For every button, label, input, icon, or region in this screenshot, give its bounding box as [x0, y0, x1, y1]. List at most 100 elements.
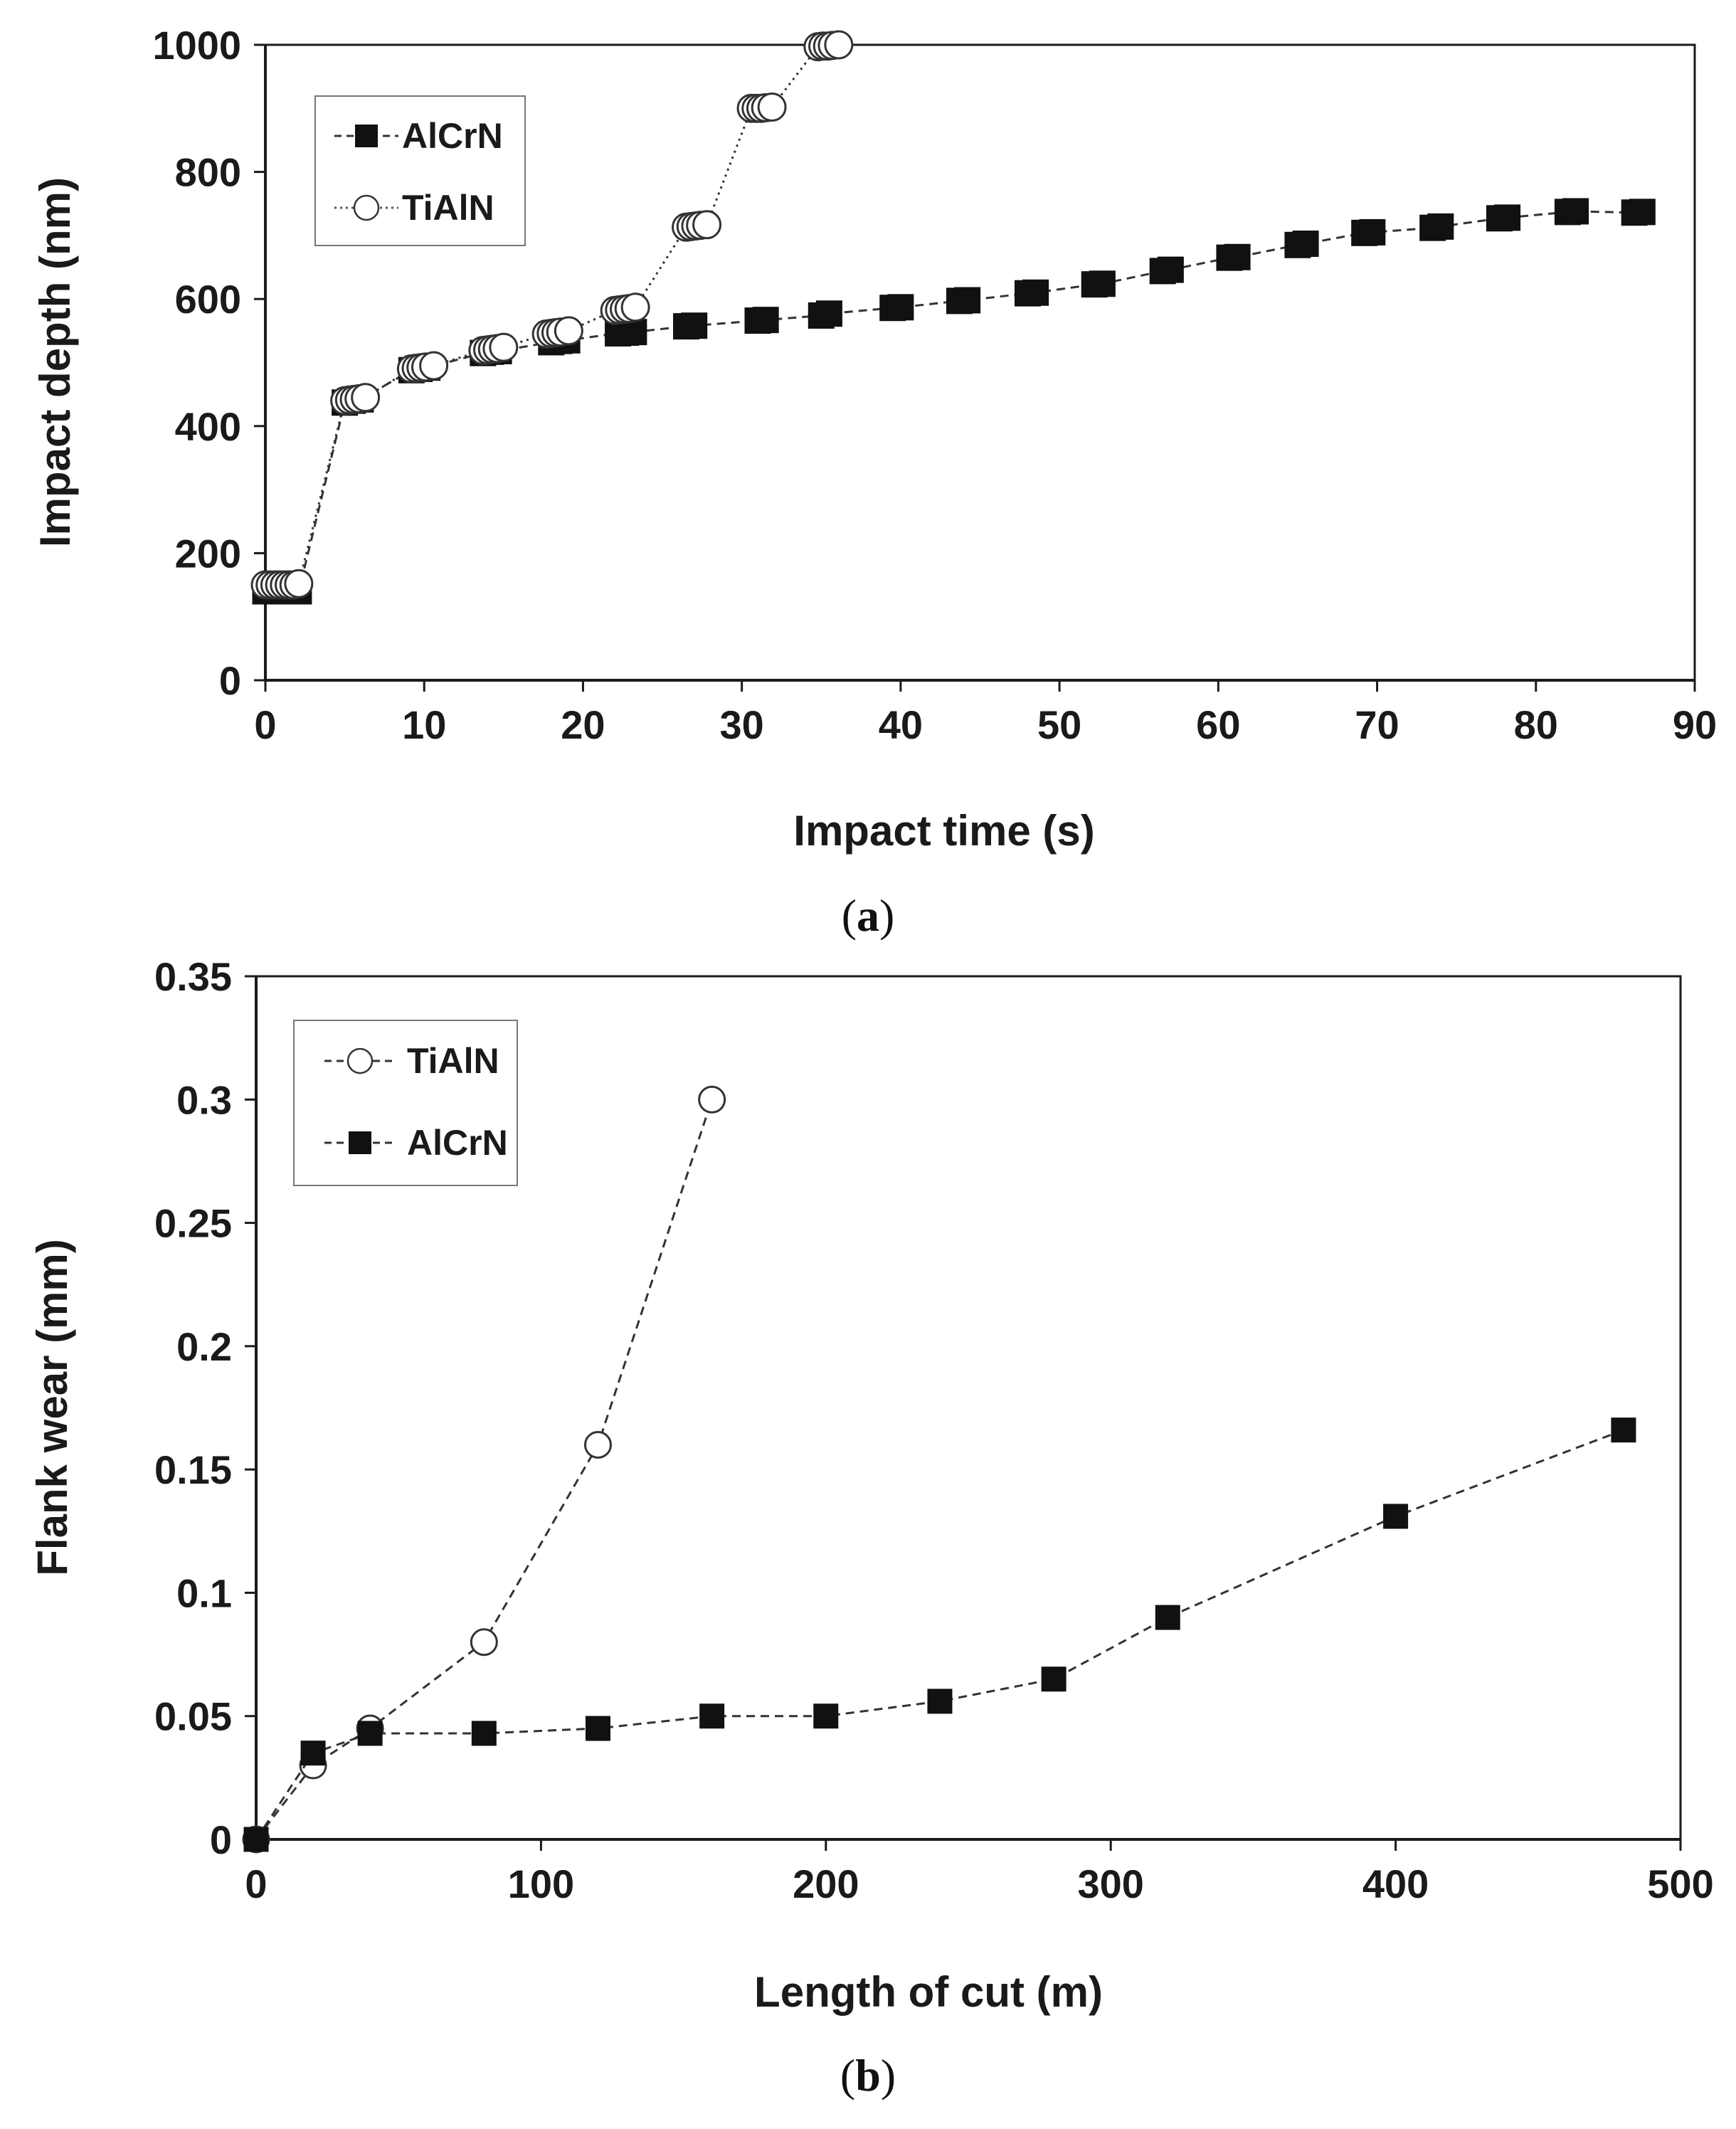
- chart-a-y-axis-label: Impact depth (nm): [31, 177, 79, 547]
- chart-b-point-alcrn: [1041, 1666, 1067, 1692]
- chart-a-point-tialn: [692, 210, 722, 240]
- chart-a-series-line-alcrn: [265, 210, 1643, 593]
- chart-a-point-alcrn: [1427, 213, 1454, 240]
- chart-a-legend-box: [314, 95, 526, 246]
- chart-b-x-tick-label: 500: [1647, 1861, 1713, 1906]
- chart-b-caption-letter: b: [855, 2050, 881, 2101]
- chart-a-y-tick-label: 600: [175, 277, 241, 322]
- chart-a-y-tick-label: 800: [175, 150, 241, 195]
- chart-a-x-tick-label: 10: [402, 702, 446, 747]
- chart-b-series: [242, 1085, 1636, 1854]
- chart-a-y-tick-label: 200: [175, 531, 241, 576]
- chart-a-legend: AlCrN TiAlN: [314, 95, 526, 246]
- chart-a-point-alcrn: [1494, 204, 1521, 231]
- chart-b-point-alcrn: [300, 1740, 326, 1766]
- chart-a-point-alcrn: [1157, 256, 1184, 283]
- chart-a: 0 10 20 30 40 50 60 70 80 90 0 200 400 600 800 1000 Im…: [31, 23, 1717, 941]
- chart-a-x-tick-label: 40: [879, 702, 923, 747]
- chart-a-x-tick-label: 30: [720, 702, 764, 747]
- chart-b-point-alcrn: [1383, 1504, 1409, 1529]
- chart-b-x-tick-label: 200: [793, 1861, 859, 1906]
- chart-a-point-tialn: [351, 383, 381, 413]
- chart-b-point-alcrn: [927, 1689, 953, 1714]
- chart-a-point-alcrn: [752, 307, 779, 334]
- chart-b-y-tick-label: 0.2: [176, 1324, 232, 1369]
- chart-a-x-tick-label: 50: [1037, 702, 1081, 747]
- chart-a-point-alcrn: [1292, 231, 1319, 258]
- chart-b-x-tick-label: 400: [1362, 1861, 1429, 1906]
- chart-a-point-alcrn: [1224, 243, 1251, 270]
- chart-b-legend-label-tialn: TiAlN: [407, 1041, 499, 1081]
- chart-a-point-tialn: [824, 30, 854, 60]
- chart-b-y-tick-label: 0.1: [176, 1570, 232, 1615]
- chart-a-point-alcrn: [1359, 218, 1386, 245]
- chart-a-legend-marker-tialn: [353, 194, 380, 221]
- chart-b-y-ticks: 0 0.05 0.1 0.15 0.2 0.25 0.3 0.35: [154, 954, 256, 1862]
- chart-a-caption-open: (: [842, 890, 857, 941]
- chart-a-legend-label-tialn: TiAlN: [402, 188, 494, 228]
- chart-a-y-tick-label: 0: [219, 658, 241, 703]
- chart-b-point-tialn: [583, 1430, 612, 1459]
- chart-b-y-tick-label: 0: [210, 1817, 232, 1862]
- chart-a-legend-item-alcrn: AlCrN: [334, 116, 503, 156]
- chart-b-legend-label-alcrn: AlCrN: [407, 1123, 508, 1163]
- chart-b-y-tick-label: 0.3: [176, 1077, 232, 1122]
- chart-a-caption: (a): [842, 890, 895, 941]
- chart-b-y-tick-label: 0.15: [154, 1447, 232, 1492]
- chart-b-legend-marker-tialn: [346, 1047, 374, 1074]
- chart-a-point-alcrn: [1629, 199, 1656, 226]
- chart-a-x-axis-label: Impact time (s): [793, 807, 1094, 855]
- chart-b-legend-box: [293, 1020, 518, 1186]
- chart-a-point-tialn: [489, 332, 519, 362]
- chart-a-point-alcrn: [1089, 270, 1116, 297]
- chart-a-point-alcrn: [887, 294, 914, 321]
- chart-b-point-tialn: [698, 1085, 726, 1114]
- chart-b-series-line-alcrn: [255, 1429, 1624, 1840]
- chart-a-x-tick-label: 80: [1514, 702, 1558, 747]
- chart-a-point-tialn: [757, 93, 787, 122]
- chart-a-point-tialn: [284, 569, 314, 598]
- chart-a-legend-label-alcrn: AlCrN: [402, 116, 503, 156]
- chart-b-y-tick-label: 0.35: [154, 954, 232, 999]
- chart-b-x-tick-label: 100: [508, 1861, 574, 1906]
- chart-b-legend-item-alcrn: AlCrN: [324, 1123, 508, 1163]
- chart-a-x-tick-label: 70: [1355, 702, 1399, 747]
- chart-a-point-tialn: [419, 351, 449, 381]
- chart-b-point-alcrn: [243, 1827, 269, 1852]
- chart-b-caption: (b): [840, 2050, 896, 2101]
- chart-b-x-axis-label: Length of cut (m): [754, 1968, 1103, 2016]
- chart-a-point-tialn: [620, 292, 650, 322]
- chart-b: 0 100 200 300 400 500 00.050.10.150.20.250.30…: [28, 954, 1714, 2101]
- chart-a-point-alcrn: [1022, 279, 1049, 306]
- chart-b-point-tialn: [470, 1628, 498, 1657]
- chart-b-point-alcrn: [1611, 1417, 1636, 1443]
- chart-b-x-ticks: 0 100 200 300 400 500: [245, 1839, 1714, 1906]
- chart-a-x-tick-label: 60: [1196, 702, 1240, 747]
- chart-a-series: [250, 30, 1656, 605]
- chart-b-y-tick-label: 0.25: [154, 1201, 232, 1246]
- chart-a-x-tick-label: 20: [561, 702, 605, 747]
- chart-b-legend: TiAlN AlCrN: [293, 1020, 518, 1186]
- chart-b-point-alcrn: [813, 1703, 839, 1729]
- chart-b-legend-marker-alcrn: [349, 1131, 371, 1154]
- chart-b-x-tick-label: 300: [1077, 1861, 1143, 1906]
- chart-b-x-tick-label: 0: [245, 1861, 267, 1906]
- chart-b-legend-item-tialn: TiAlN: [324, 1041, 499, 1081]
- chart-a-point-tialn: [554, 316, 583, 346]
- chart-a-y-ticks: 0 200 400 600 800 1000: [152, 23, 265, 703]
- chart-a-x-tick-label: 0: [254, 702, 276, 747]
- chart-b-caption-close: ): [881, 2050, 896, 2101]
- chart-b-y-axis-label: Flank wear (mm): [28, 1239, 76, 1575]
- chart-a-y-tick-label: 400: [175, 404, 241, 449]
- chart-a-point-alcrn: [681, 312, 708, 339]
- chart-a-point-alcrn: [815, 300, 842, 327]
- chart-b-point-alcrn: [357, 1721, 383, 1746]
- chart-a-legend-item-tialn: TiAlN: [334, 188, 494, 228]
- chart-b-series-line-tialn: [255, 1099, 714, 1840]
- chart-a-legend-marker-alcrn: [355, 125, 378, 147]
- chart-b-point-alcrn: [585, 1716, 610, 1741]
- chart-b-point-alcrn: [699, 1703, 725, 1729]
- chart-a-caption-letter: a: [857, 890, 879, 941]
- chart-b-caption-open: (: [840, 2050, 855, 2101]
